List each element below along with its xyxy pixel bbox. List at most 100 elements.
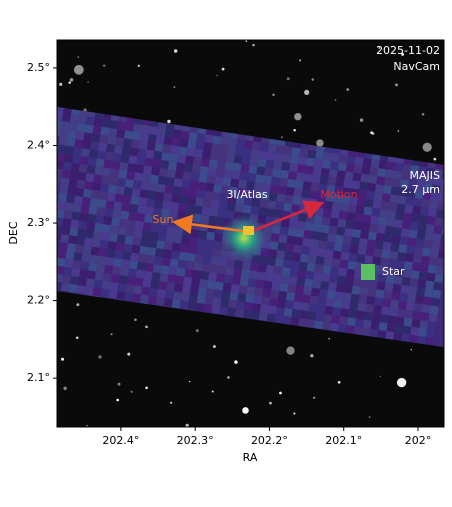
- pixel: [394, 267, 404, 277]
- pixel: [310, 287, 321, 297]
- pixel: [279, 169, 290, 179]
- pixel: [391, 291, 401, 301]
- pixel: [78, 163, 88, 174]
- pixel: [236, 187, 246, 197]
- pixel: [120, 210, 130, 220]
- pixel: [21, 228, 30, 237]
- pixel: [294, 236, 304, 246]
- pixel: [267, 305, 277, 315]
- pixel: [87, 213, 97, 223]
- pixel: [285, 243, 295, 253]
- pixel: [347, 204, 357, 214]
- pixel: [344, 227, 354, 238]
- pixel: [260, 191, 270, 201]
- pixel: [122, 251, 132, 261]
- pixel: [393, 170, 403, 180]
- background-star: [98, 355, 102, 359]
- pixel: [399, 292, 409, 302]
- pixel: [381, 193, 391, 203]
- pixel: [127, 268, 137, 278]
- pixel: [295, 228, 305, 238]
- wavelength-label: 2.7 µm: [401, 183, 440, 196]
- pixel: [221, 290, 231, 300]
- pixel: [431, 240, 441, 251]
- pixel: [131, 188, 141, 198]
- pixel: [304, 165, 315, 175]
- pixel: [403, 261, 413, 271]
- pixel: [129, 147, 139, 157]
- pixel: [62, 274, 72, 284]
- pixel: [448, 130, 452, 139]
- pixel: [116, 290, 126, 301]
- pixel: [47, 159, 56, 168]
- pixel: [191, 277, 201, 287]
- pixel: [390, 299, 400, 309]
- pixel: [79, 212, 89, 222]
- pixel: [177, 154, 187, 164]
- pixel: [62, 218, 72, 228]
- pixel: [77, 171, 87, 182]
- pixel: [121, 202, 131, 212]
- pixel: [162, 249, 173, 259]
- pixel: [156, 183, 166, 193]
- pixel: [331, 314, 341, 325]
- pixel: [417, 279, 427, 289]
- pixel: [166, 225, 176, 235]
- pixel: [248, 165, 258, 175]
- pixel: [230, 283, 240, 293]
- pixel: [427, 208, 438, 218]
- pixel: [413, 303, 423, 313]
- pixel: [61, 226, 71, 236]
- pixel: [394, 162, 404, 172]
- pixel: [337, 218, 347, 228]
- pixel: [121, 146, 131, 156]
- pixel: [409, 334, 419, 344]
- pixel: [361, 222, 371, 232]
- pixel: [188, 131, 198, 141]
- pixel: [327, 282, 338, 292]
- pixel: [360, 278, 370, 289]
- pixel: [268, 297, 279, 307]
- pixel: [102, 167, 112, 177]
- pixel: [183, 163, 193, 173]
- pixel: [82, 140, 92, 150]
- pixel: [209, 264, 219, 274]
- pixel: [307, 311, 317, 321]
- pixel: [312, 223, 322, 233]
- pixel: [63, 266, 73, 276]
- pixel: [146, 141, 156, 151]
- pixel: [304, 222, 314, 232]
- pixel: [405, 301, 415, 311]
- pixel: [373, 248, 383, 258]
- pixel: [411, 318, 421, 328]
- pixel: [342, 292, 352, 302]
- pixel: [35, 238, 44, 247]
- pixel: [291, 203, 301, 213]
- background-star: [269, 401, 272, 405]
- pixel: [316, 304, 326, 314]
- pixel: [82, 245, 92, 255]
- pixel: [346, 212, 356, 222]
- pixel: [404, 204, 414, 214]
- pixel: [108, 127, 118, 138]
- pixel: [250, 149, 260, 159]
- pixel: [307, 254, 317, 264]
- pixel: [329, 274, 339, 284]
- pixel: [196, 133, 206, 143]
- pixel: [64, 258, 74, 269]
- pixel: [421, 199, 431, 209]
- pixel: [405, 196, 415, 206]
- sun-arrow: [172, 214, 251, 235]
- pixel: [189, 237, 199, 247]
- pixel: [105, 200, 115, 210]
- pixel: [407, 237, 417, 247]
- pixel: [204, 296, 214, 306]
- pixel: [414, 246, 424, 256]
- pixel: [337, 162, 347, 172]
- pixel: [359, 181, 369, 191]
- pixel: [96, 150, 106, 160]
- pixel: [282, 259, 292, 269]
- pixel: [38, 166, 47, 175]
- pixel: [155, 296, 165, 306]
- pixel: [428, 256, 438, 266]
